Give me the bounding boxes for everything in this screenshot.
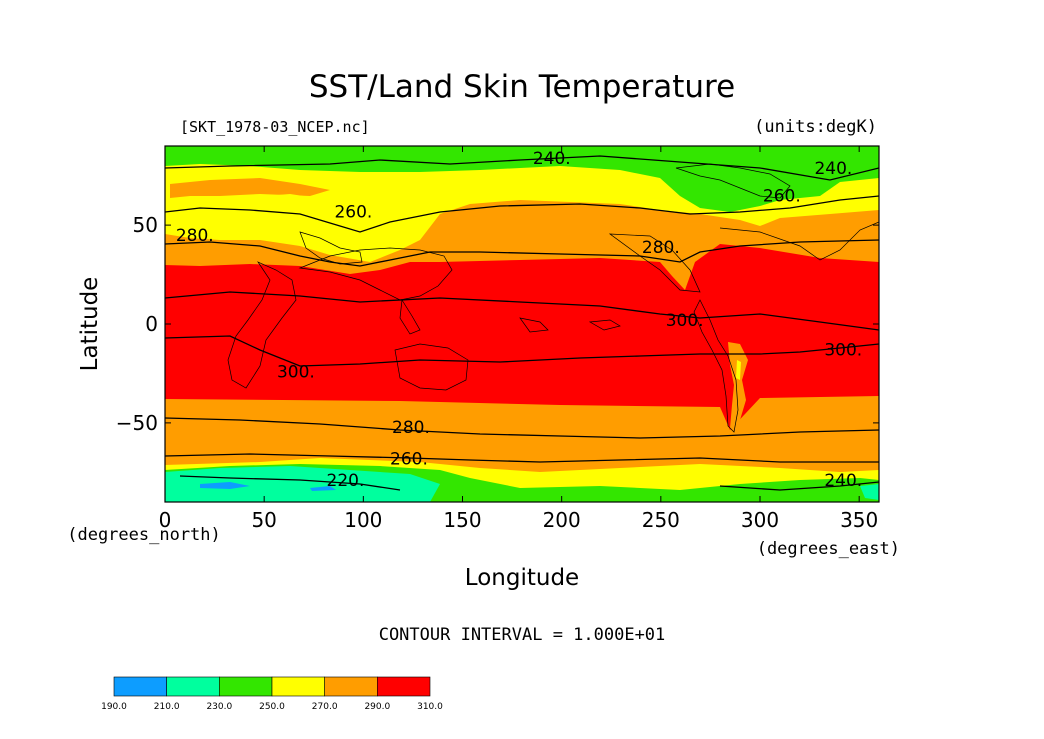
x-tick-label: 350 — [840, 508, 878, 532]
contour-label-group: 240. 240. 260. 260. 280. 280. 300. 300. 300. 280.… — [176, 149, 862, 491]
contour-label: 280. — [176, 226, 214, 246]
colorbar-level-label: 310.0 — [417, 702, 443, 712]
x-tick-label: 0 — [159, 508, 172, 532]
temperature-band-blue-antarctica — [200, 482, 250, 489]
contour-label: 280. — [392, 418, 430, 438]
y-tick-label: 50 — [133, 213, 158, 237]
contour-label: 300. — [277, 362, 315, 382]
y-axis-ticks: 50 0 −50 — [116, 213, 879, 435]
colorbar-level-label: 190.0 — [101, 702, 127, 712]
contour-label: 260. — [763, 186, 801, 206]
colorbar-swatch — [219, 676, 273, 697]
y-tick-label: −50 — [116, 411, 158, 435]
colorbar-swatch — [324, 676, 378, 697]
x-axis-ticks: 0 50 100 150 200 250 300 350 — [159, 146, 878, 532]
contour-label: 260. — [390, 449, 428, 469]
x-tick-label: 50 — [251, 508, 276, 532]
x-tick-label: 300 — [741, 508, 779, 532]
y-axis-units: (degrees_north) — [67, 525, 221, 545]
colorbar-level-label: 290.0 — [364, 702, 390, 712]
colorbar-swatch — [271, 676, 325, 697]
contour-interval-note: CONTOUR INTERVAL = 1.000E+01 — [379, 625, 666, 645]
colorbar: 190.0 210.0 230.0 250.0 270.0 290.0 310.0 — [101, 676, 443, 712]
colorbar-swatch — [377, 676, 431, 697]
x-tick-label: 150 — [443, 508, 481, 532]
figure-title: SST/Land Skin Temperature — [309, 69, 735, 105]
andes-orange-strip — [728, 342, 748, 432]
contour-label: 260. — [334, 202, 372, 222]
map-plot-area — [165, 146, 879, 502]
contour-label: 240. — [814, 159, 852, 179]
contour-label: 300. — [666, 311, 704, 331]
x-tick-label: 250 — [642, 508, 680, 532]
colorbar-level-label: 230.0 — [206, 702, 232, 712]
coastlines — [227, 163, 879, 433]
y-axis-title: Latitude — [77, 277, 103, 372]
temperature-band-teal-antarctica — [165, 466, 440, 502]
contour-label: 220. — [327, 471, 365, 491]
contour-label: 300. — [824, 341, 862, 361]
y-tick-label: 0 — [145, 312, 158, 336]
temperature-band-teal-south-america-tip — [860, 484, 879, 500]
dataset-file-label: [SKT_1978-03_NCEP.nc] — [180, 118, 370, 136]
colorbar-level-label: 250.0 — [259, 702, 285, 712]
contour-lines — [165, 155, 879, 491]
x-axis-title: Longitude — [465, 565, 579, 591]
x-tick-label: 200 — [543, 508, 581, 532]
contour-label: 240. — [824, 471, 862, 491]
x-axis-units: (degrees_east) — [757, 539, 900, 559]
colorbar-swatch — [166, 676, 220, 697]
colorbar-swatch — [113, 676, 167, 697]
x-tick-label: 100 — [344, 508, 382, 532]
units-label: (units:degK) — [754, 117, 877, 137]
contour-label: 240. — [533, 149, 571, 169]
colorbar-level-label: 270.0 — [312, 702, 338, 712]
colorbar-level-label: 210.0 — [154, 702, 180, 712]
contour-label: 280. — [642, 238, 680, 258]
